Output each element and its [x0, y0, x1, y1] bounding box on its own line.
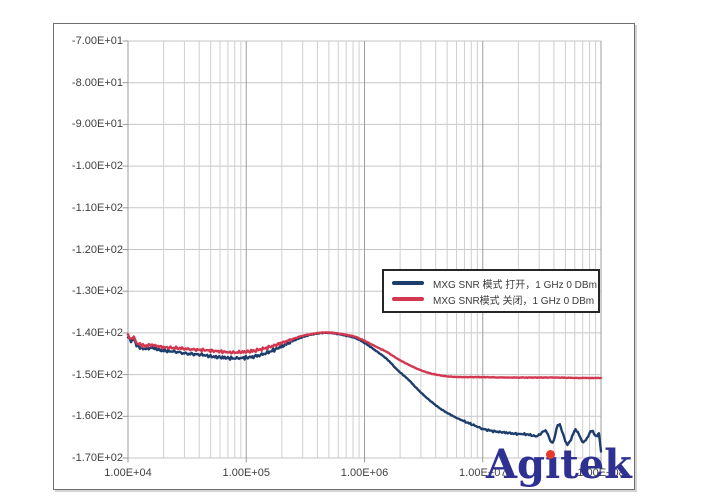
logo-text-part1: Ag: [486, 441, 546, 488]
logo-red-dot: [546, 450, 556, 459]
y-tick-label: -1.30E+02: [71, 285, 123, 298]
series-line-0: [126, 331, 603, 453]
y-tick-label: -9.00E+01: [71, 118, 123, 131]
chart-frame: [53, 23, 635, 490]
legend-label-snr-on: MXG SNR 模式 打开，1 GHz 0 DBm: [433, 279, 597, 291]
legend-item-snr-off: MXG SNR模式 关闭，1 GHz 0 DBm: [392, 292, 594, 307]
y-tick-label: -1.40E+02: [71, 326, 123, 339]
x-tick-label: 1.00E+08: [577, 467, 625, 479]
x-tick-label: 1.00E+06: [340, 467, 389, 479]
y-tick-label: -7.00E+01: [71, 35, 123, 47]
y-tick-label: -1.10E+02: [71, 201, 123, 214]
x-tick-label: 1.00E+07: [459, 467, 507, 479]
logo-text-part2: tek: [560, 441, 632, 488]
logo-letter-i: ı: [545, 441, 560, 489]
series-line-swatch-blue: [392, 281, 424, 285]
y-tick-label: -1.50E+02: [71, 368, 123, 381]
x-tick-label: 1.00E+05: [222, 467, 270, 479]
y-tick-label: -1.20E+02: [71, 243, 123, 256]
legend-item-snr-on: MXG SNR 模式 打开，1 GHz 0 DBm: [392, 276, 597, 291]
series-line-1: [126, 331, 603, 380]
series-line-swatch-red: [392, 297, 424, 301]
y-tick-label: -8.00E+01: [71, 76, 123, 89]
y-tick-label: -1.70E+02: [71, 452, 123, 464]
legend: MXG SNR 模式 打开，1 GHz 0 DBm MXG SNR模式 关闭，1…: [382, 269, 600, 313]
y-tick-label: -1.00E+02: [71, 160, 123, 173]
agitek-logo: Agı tek: [486, 441, 632, 489]
logo-text-dotless-i: ı: [545, 441, 561, 488]
legend-label-snr-off: MXG SNR模式 关闭，1 GHz 0 DBm: [433, 295, 595, 307]
x-tick-label: 1.00E+04: [104, 467, 152, 479]
y-tick-label: -1.60E+02: [71, 410, 123, 423]
